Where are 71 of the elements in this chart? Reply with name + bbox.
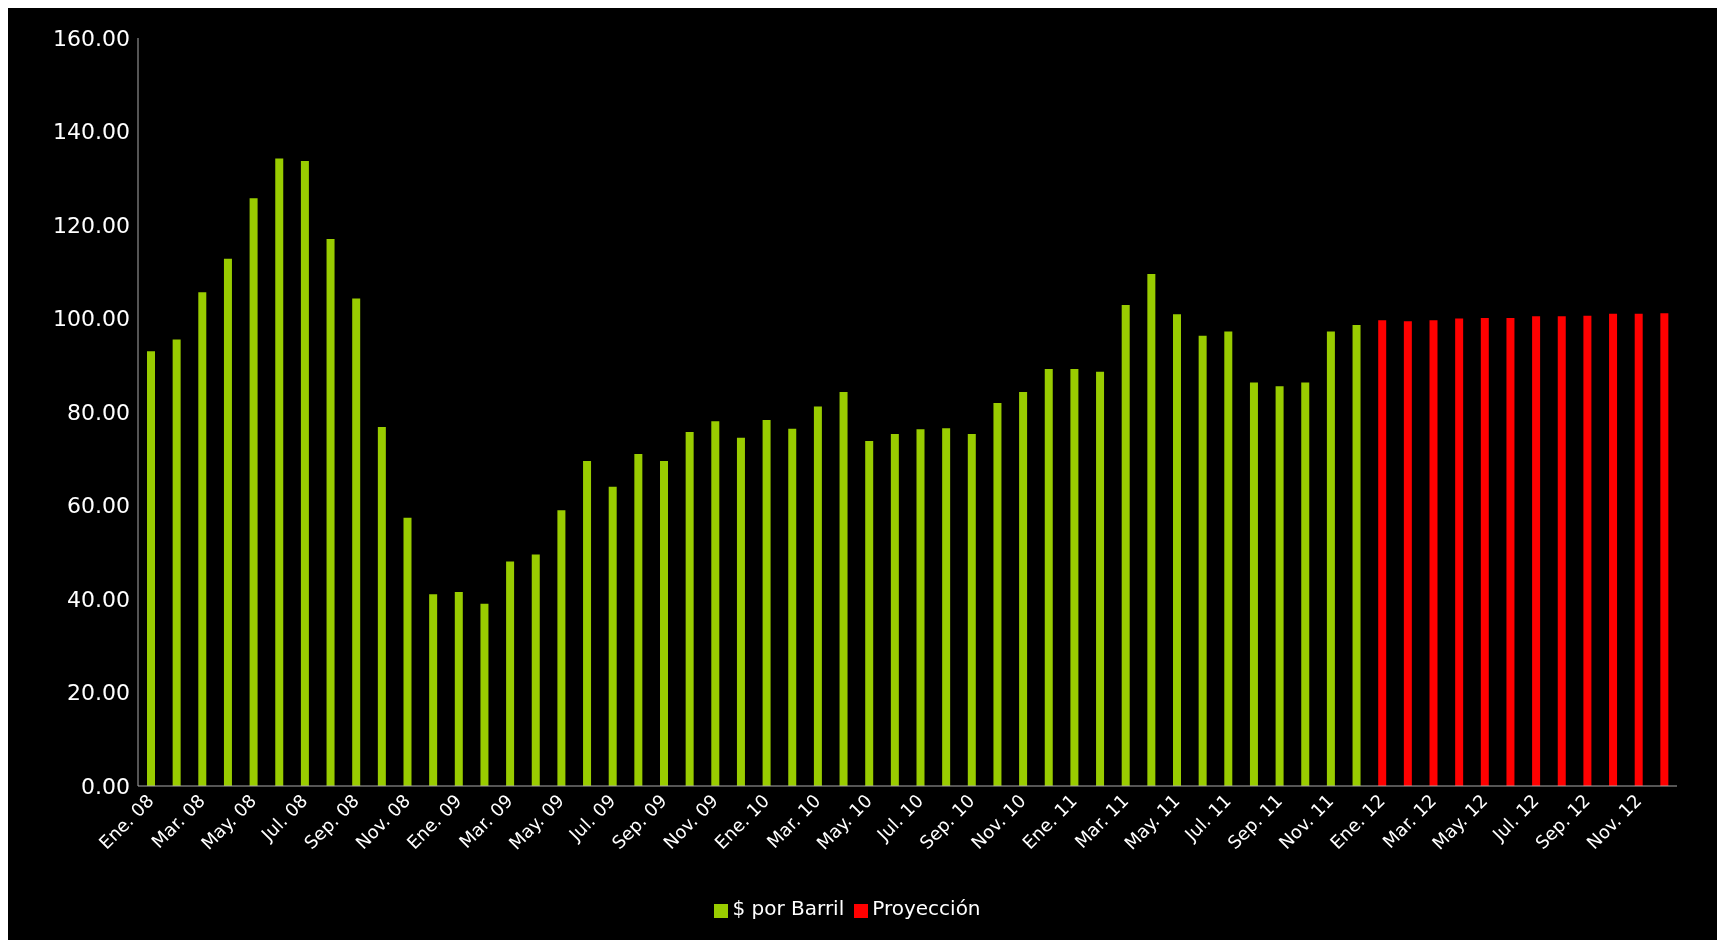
bar xyxy=(223,258,232,786)
bar xyxy=(890,433,899,786)
bar xyxy=(1480,318,1489,786)
y-tick-label: 100.00 xyxy=(53,306,130,332)
bar xyxy=(1224,331,1233,786)
bar xyxy=(1609,313,1618,786)
bar xyxy=(1429,320,1438,786)
bar xyxy=(967,433,976,786)
bar xyxy=(275,158,284,786)
y-tick-label: 120.00 xyxy=(53,212,130,238)
bar xyxy=(711,421,720,786)
y-tick-label: 60.00 xyxy=(67,493,130,519)
bar xyxy=(480,603,489,786)
y-tick-label: 40.00 xyxy=(67,586,130,612)
bar xyxy=(377,426,386,786)
bar xyxy=(506,561,515,786)
bar xyxy=(762,419,771,786)
bar xyxy=(660,461,668,786)
bar xyxy=(608,486,617,786)
bar xyxy=(147,351,155,786)
bar xyxy=(839,391,848,786)
bar xyxy=(1352,325,1361,786)
bar xyxy=(1326,331,1335,786)
bar xyxy=(916,429,925,786)
y-tick-label: 140.00 xyxy=(53,119,130,145)
bar xyxy=(1121,304,1130,786)
bar xyxy=(557,510,566,786)
bar xyxy=(1301,382,1310,786)
bar xyxy=(198,292,207,786)
bar xyxy=(1583,315,1592,786)
bar xyxy=(172,339,181,786)
bar xyxy=(1660,313,1669,786)
bar xyxy=(1532,316,1541,786)
bar xyxy=(326,239,335,786)
bar xyxy=(1096,371,1105,786)
bar xyxy=(352,298,361,786)
bar xyxy=(1378,320,1387,786)
bar xyxy=(454,591,463,786)
bar xyxy=(300,160,309,786)
bar xyxy=(1557,316,1566,786)
legend-label: $ por Barril xyxy=(732,896,845,920)
bar xyxy=(1070,368,1079,786)
y-tick-label: 0.00 xyxy=(81,773,130,799)
bar xyxy=(249,198,258,786)
bar xyxy=(685,432,694,786)
bar xyxy=(942,428,951,786)
bar xyxy=(1634,313,1643,786)
bar xyxy=(583,461,592,786)
bar xyxy=(1173,314,1181,786)
bar xyxy=(1455,318,1464,786)
bar xyxy=(1403,321,1412,786)
bar xyxy=(634,454,643,786)
y-tick-label: 80.00 xyxy=(67,399,130,425)
bar xyxy=(1044,368,1053,786)
y-tick-label: 20.00 xyxy=(67,680,130,706)
bar xyxy=(1506,318,1515,786)
bar xyxy=(993,403,1002,786)
legend-label: Proyección xyxy=(872,896,981,920)
bar xyxy=(1147,274,1156,786)
bar xyxy=(865,440,874,786)
bar xyxy=(1249,382,1258,786)
y-tick-label: 160.00 xyxy=(53,25,130,51)
bar xyxy=(813,406,822,786)
bar xyxy=(403,517,412,786)
bar xyxy=(1275,386,1284,786)
bar xyxy=(429,594,438,786)
bar xyxy=(1019,391,1028,786)
bar xyxy=(1198,335,1207,786)
bar xyxy=(788,428,797,786)
bar xyxy=(736,437,745,786)
bar xyxy=(531,554,540,786)
